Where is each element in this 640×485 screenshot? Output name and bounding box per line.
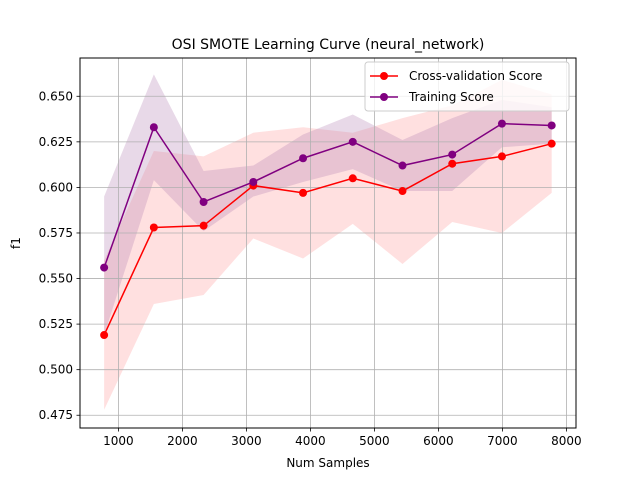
axis-ticks: 1000 2000 3000 4000 5000 6000 7000 8000 0.475 0.5… <box>39 89 582 448</box>
legend-box <box>364 61 570 112</box>
legend: Cross-validation Score Training Score <box>364 61 570 112</box>
x-tick-label: 8000 <box>551 434 582 448</box>
confidence-band-cross-validation <box>104 79 552 410</box>
x-axis-label: Num Samples <box>286 456 369 470</box>
legend-label-training: Training Score <box>408 90 494 104</box>
y-tick-label: 0.550 <box>39 272 73 286</box>
data-point-cross-validation <box>149 223 158 232</box>
series-line-cross-validation <box>103 142 552 336</box>
x-tick-label: 1000 <box>103 434 134 448</box>
data-point-training <box>398 161 407 170</box>
data-point-cross-validation <box>100 331 109 340</box>
confidence-band-training <box>104 74 552 336</box>
data-point-training <box>547 121 556 130</box>
series-lines <box>100 119 556 340</box>
data-point-cross-validation <box>299 188 308 197</box>
data-point-cross-validation <box>547 139 556 148</box>
y-tick-label: 0.650 <box>39 89 73 103</box>
data-point-cross-validation <box>398 187 407 196</box>
x-tick-label: 7000 <box>487 434 518 448</box>
series-line-training <box>103 122 552 268</box>
y-tick-label: 0.475 <box>39 408 73 422</box>
legend-marker-training <box>380 93 388 101</box>
data-point-training <box>100 263 109 272</box>
y-tick-label: 0.575 <box>39 226 73 240</box>
data-point-cross-validation <box>199 221 208 230</box>
confidence-bands <box>104 74 552 410</box>
legend-label-cross-validation: Cross-validation Score <box>409 69 542 83</box>
data-point-cross-validation <box>448 159 457 168</box>
x-tick-label: 5000 <box>359 434 390 448</box>
chart-title: OSI SMOTE Learning Curve (neural_network… <box>172 37 485 53</box>
plot-frame <box>79 57 577 429</box>
data-point-training <box>199 197 208 206</box>
data-point-cross-validation <box>348 174 357 183</box>
data-point-training <box>348 137 357 146</box>
y-axis-label: f1 <box>9 237 23 249</box>
data-point-training <box>497 119 506 128</box>
data-point-training <box>299 154 308 163</box>
data-point-training <box>149 123 158 132</box>
x-tick-label: 2000 <box>167 434 198 448</box>
x-tick-label: 4000 <box>295 434 326 448</box>
data-point-training <box>448 150 457 159</box>
y-tick-label: 0.525 <box>39 317 73 331</box>
data-point-training <box>249 177 258 186</box>
x-tick-label: 3000 <box>231 434 262 448</box>
y-tick-label: 0.500 <box>39 363 73 377</box>
y-tick-label: 0.600 <box>39 180 73 194</box>
x-tick-label: 6000 <box>423 434 454 448</box>
legend-marker-cross-validation <box>380 72 388 80</box>
y-tick-label: 0.625 <box>39 135 73 149</box>
data-point-cross-validation <box>497 152 506 161</box>
